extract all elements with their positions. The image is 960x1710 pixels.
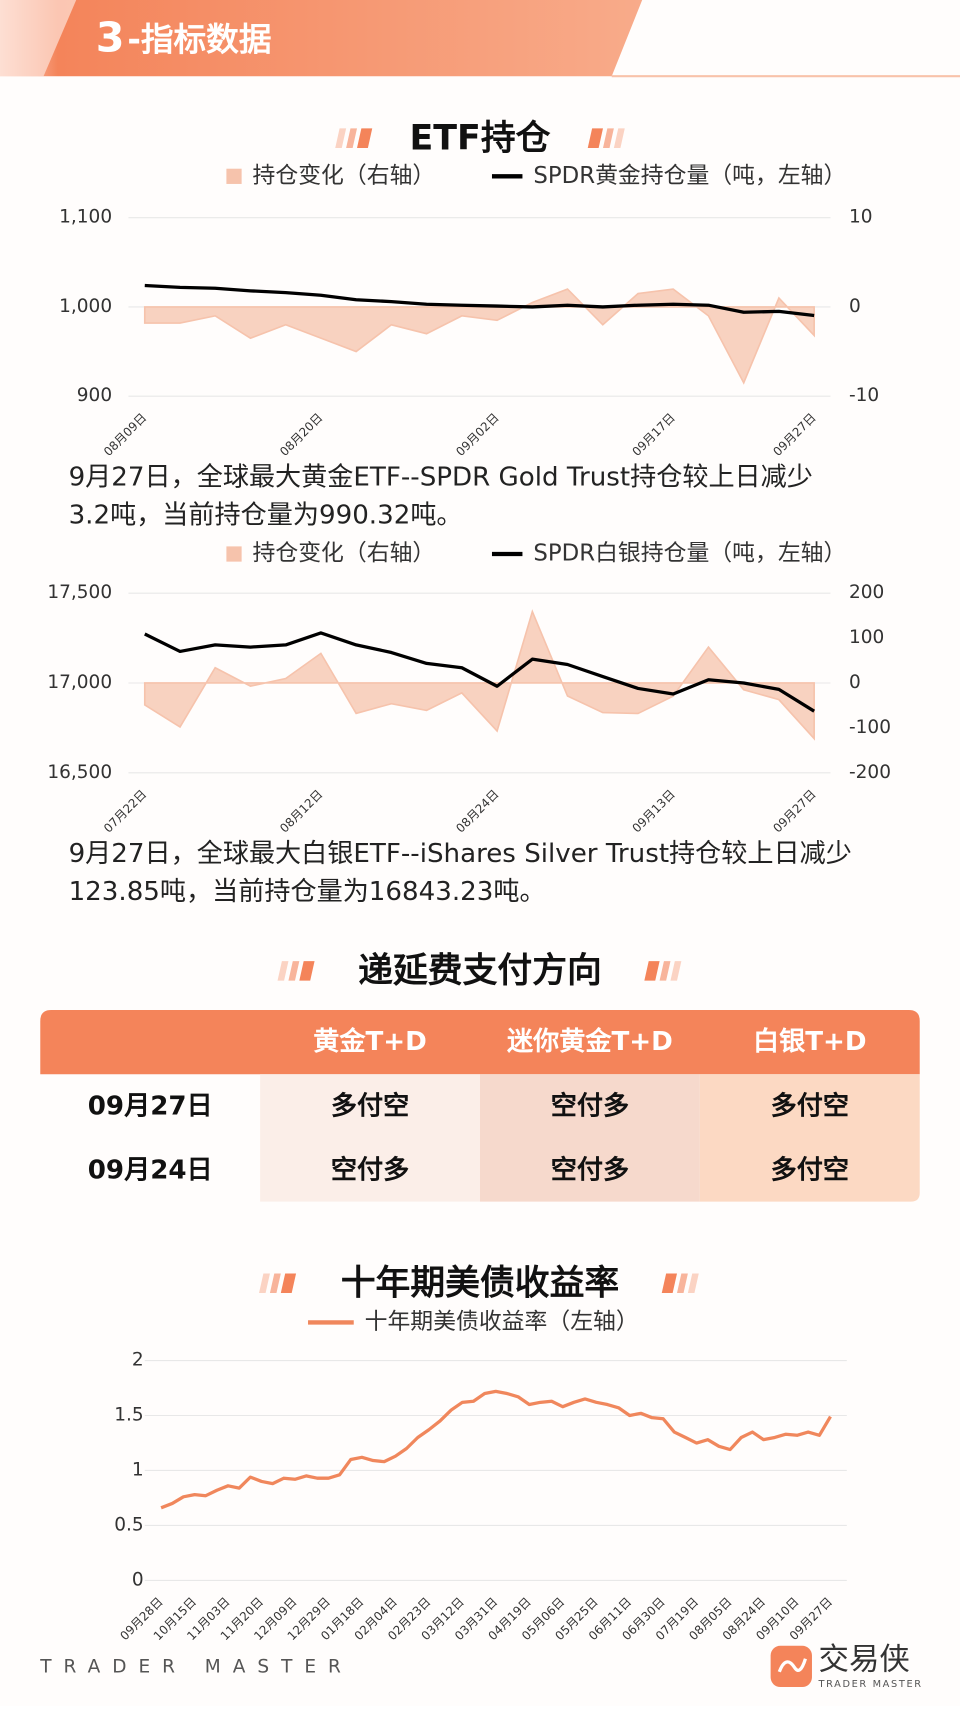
y-tick-label: 0 (132, 1569, 144, 1590)
chart-title: 十年期美债收益率 (341, 1263, 620, 1303)
table-cell: 空付多 (551, 1155, 629, 1186)
y2-tick-label: 0 (849, 672, 861, 693)
y-tick-label: 0.5 (114, 1514, 143, 1535)
legend-label: SPDR白银持仓量（吨，左轴） (533, 541, 846, 567)
logo-subtext: TRADER MASTER (818, 1679, 923, 1690)
section-title: ETF持仓 (410, 118, 551, 158)
logo-text: 交易侠 (819, 1642, 910, 1677)
table-cell-bg (699, 1074, 920, 1202)
table-cell: 多付空 (771, 1090, 849, 1121)
header-banner (0, 0, 643, 77)
table-header-bg (40, 1010, 920, 1075)
y2-tick-label: 10 (849, 207, 873, 228)
area (143, 288, 815, 385)
legend-label: SPDR黄金持仓量（吨，左轴） (533, 163, 846, 189)
header-number: 3 (96, 13, 125, 61)
note-line: 9月27日，全球最大白银ETF--iShares Silver Trust持仓较… (69, 839, 852, 869)
y2-tick-label: -200 (849, 762, 891, 783)
y-tick-label: 1,000 (59, 296, 112, 317)
table-cell: 多付空 (771, 1155, 849, 1186)
table-cell-bg (260, 1074, 480, 1202)
table-header: 黄金T+D (313, 1026, 427, 1057)
note-line: 123.85吨，当前持仓量为16843.23吨。 (69, 877, 546, 907)
y-tick-label: 1,100 (59, 207, 112, 228)
footer-brand: TRADER MASTER (39, 1656, 353, 1677)
note-line: 3.2吨，当前持仓量为990.32吨。 (69, 500, 463, 530)
y2-tick-label: -100 (849, 717, 891, 738)
section-title: 递延费支付方向 (358, 951, 602, 991)
y-tick-label: 16,500 (47, 762, 112, 783)
y-tick-label: 1.5 (114, 1404, 143, 1425)
table (40, 1010, 920, 1202)
table-cell: 多付空 (331, 1090, 409, 1121)
line (160, 1389, 832, 1510)
y2-tick-label: 100 (849, 627, 884, 648)
legend-swatch (226, 546, 242, 562)
line (144, 631, 816, 713)
y2-tick-label: 200 (849, 582, 884, 603)
header-title: -指标数据 (127, 20, 271, 58)
legend-label: 十年期美债收益率（左轴） (365, 1309, 639, 1335)
table-header: 迷你黄金T+D (507, 1026, 673, 1057)
y-tick-label: 2 (132, 1350, 144, 1371)
y2-tick-label: 0 (849, 296, 861, 317)
y-tick-label: 1 (132, 1459, 144, 1480)
header-accent (0, 0, 77, 77)
y-tick-label: 900 (77, 385, 112, 406)
table-cell: 空付多 (551, 1090, 629, 1121)
table-cell-bg (480, 1074, 700, 1202)
note-line: 9月27日，全球最大黄金ETF--SPDR Gold Trust持仓较上日减少 (69, 462, 813, 492)
table-cell: 空付多 (331, 1155, 409, 1186)
y-tick-label: 17,500 (47, 582, 112, 603)
legend-label: 持仓变化（右轴） (253, 541, 436, 567)
table-date: 09月27日 (88, 1091, 213, 1121)
section-stripes (259, 128, 699, 1294)
logo-icon (770, 1645, 812, 1688)
line (144, 283, 815, 318)
y2-tick-label: -10 (849, 385, 879, 406)
y-tick-label: 17,000 (47, 672, 112, 693)
legend-swatch (226, 168, 242, 184)
table-date: 09月24日 (88, 1156, 213, 1186)
legend-label: 持仓变化（右轴） (253, 163, 436, 189)
logo-glyph (777, 1658, 807, 1673)
table-header: 白银T+D (753, 1026, 867, 1057)
area (143, 609, 815, 741)
